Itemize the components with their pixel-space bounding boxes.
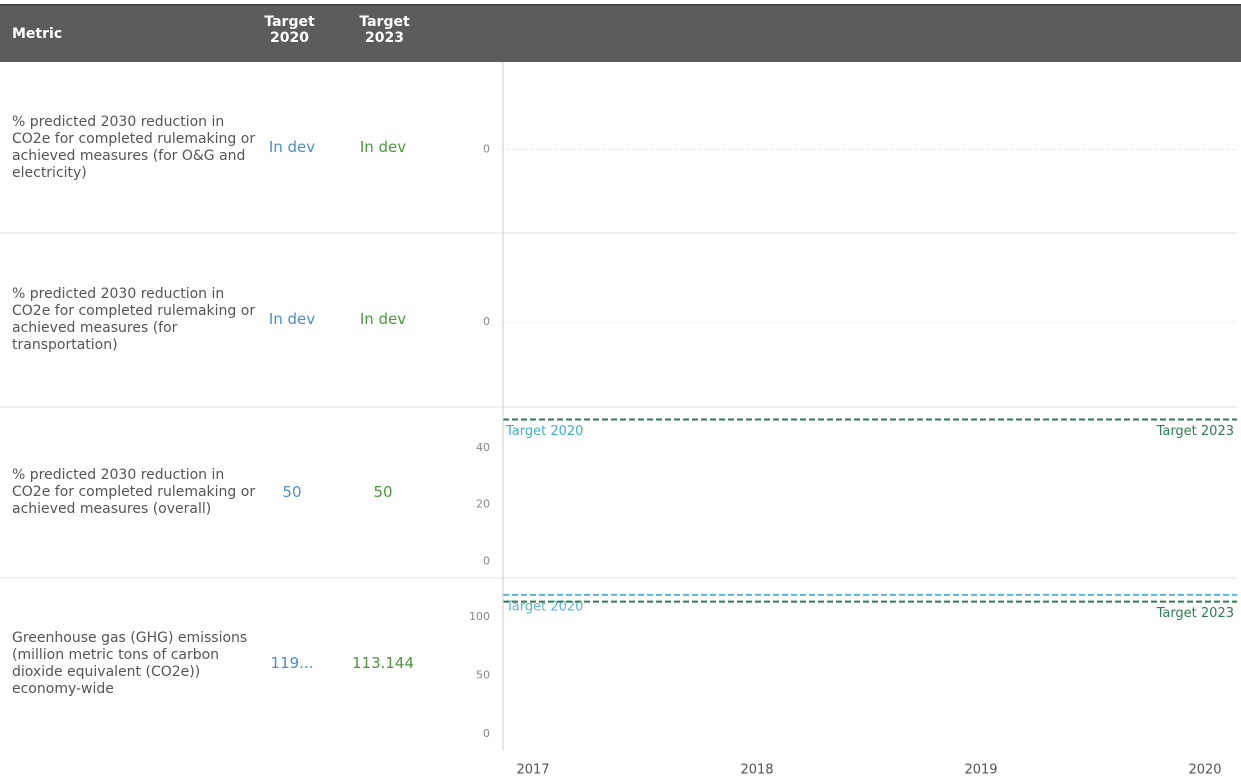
metric-text: % predicted 2030 reduction in CO2e for c… — [12, 286, 256, 353]
x-tick-label: 2017 — [516, 763, 549, 778]
y-tick-label: 0 — [483, 554, 490, 567]
metric-text: Greenhouse gas (GHG) emissions (million … — [12, 630, 248, 697]
target-label: Target 2023 — [1156, 424, 1234, 439]
target-2023-value: 50 — [373, 482, 393, 501]
target-2020-header: Target 2020 — [264, 14, 315, 46]
y-tick-label: 0 — [483, 727, 490, 740]
header-bar — [0, 4, 1241, 62]
target-2020-value: In dev — [268, 137, 316, 156]
target-label: Target 2020 — [505, 599, 583, 614]
x-tick-label: 2018 — [740, 763, 773, 778]
y-tick-label: 20 — [476, 498, 490, 511]
metric-text: % predicted 2030 reduction in CO2e for c… — [12, 467, 256, 517]
metric-header: Metric — [12, 26, 63, 42]
target-label: Target 2020 — [505, 424, 583, 439]
y-tick-label: 100 — [469, 610, 490, 623]
target-2023-header: Target 2023 — [359, 14, 410, 46]
y-tick-label: 40 — [476, 441, 490, 454]
target-2020-value: 119... — [270, 654, 314, 672]
target-2023-value: In dev — [359, 310, 407, 328]
y-tick-label: 0 — [483, 315, 490, 328]
target-label: Target 2023 — [1156, 606, 1234, 621]
y-tick-label: 50 — [476, 668, 490, 681]
target-2023-value: 113.144 — [351, 654, 415, 672]
x-tick-label: 2020 — [1188, 763, 1221, 778]
x-tick-label: 2019 — [964, 763, 997, 778]
y-tick-label: 0 — [483, 143, 490, 156]
target-2020-value: 50 — [282, 482, 302, 501]
metric-text: % predicted 2030 reduction in CO2e for c… — [12, 113, 256, 181]
target-2020-value: In dev — [268, 310, 316, 328]
target-2023-value: In dev — [359, 137, 407, 156]
